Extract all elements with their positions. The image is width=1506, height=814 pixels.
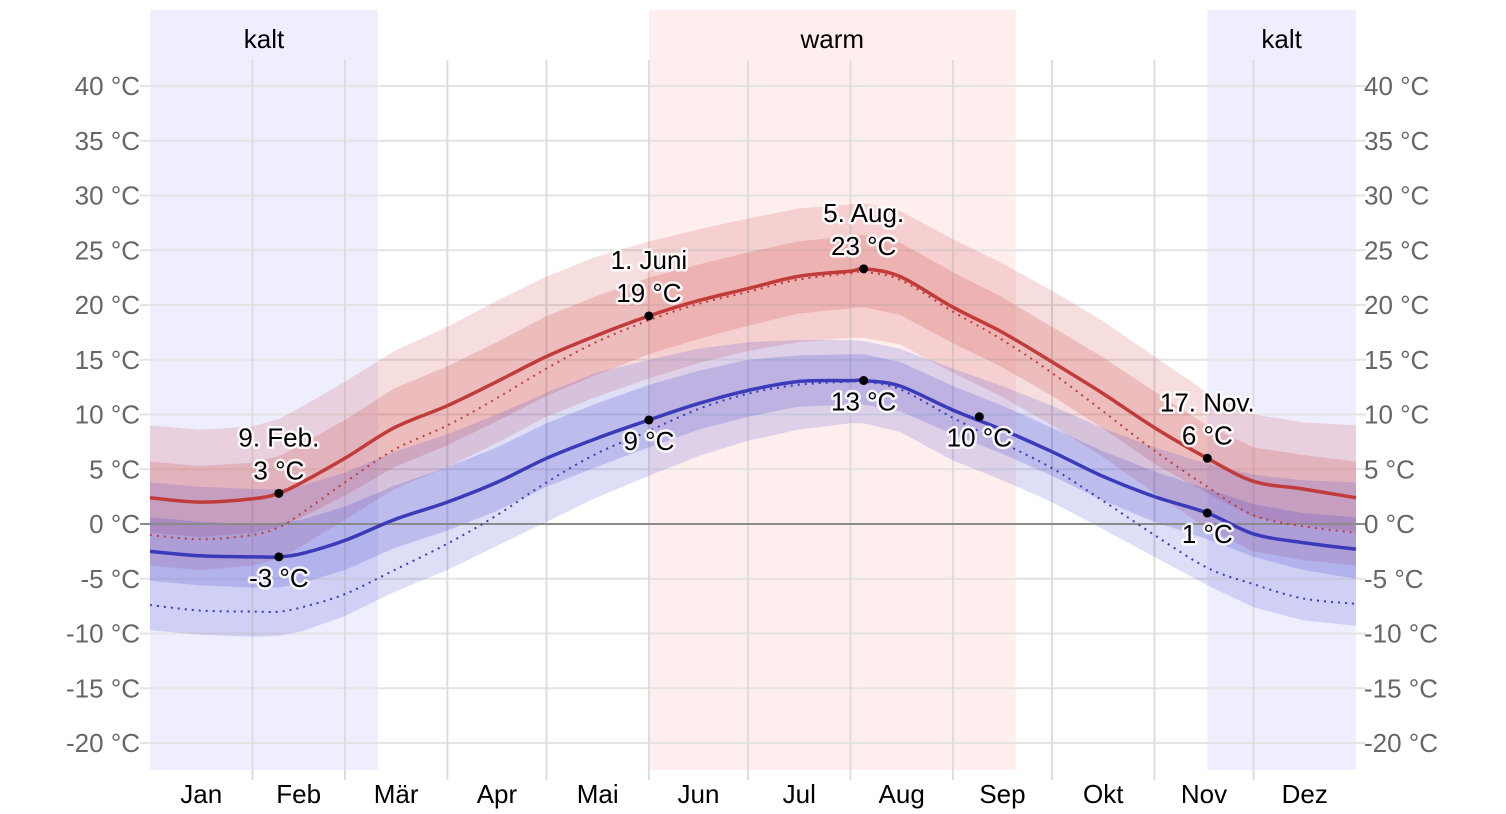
- annotation-label: 1 °C: [1182, 519, 1233, 549]
- y-tick-label-right: 15 °C: [1364, 345, 1429, 375]
- band-high-inner: [150, 234, 1356, 538]
- series-line-mittlere-tagesh-chsttemperatur: [149, 266, 1357, 504]
- x-tick-label-month: Jun: [678, 779, 720, 809]
- temperature-bands: [150, 203, 1356, 637]
- annotation-marker: [274, 488, 284, 498]
- y-tick-label-right: 25 °C: [1364, 235, 1429, 265]
- y-tick-label-left: 40 °C: [75, 71, 140, 101]
- annotation-marker: [644, 311, 654, 321]
- y-tick-label-right: -15 °C: [1364, 673, 1438, 703]
- annotation-label: 10 °C: [947, 423, 1012, 453]
- x-tick-label-month: Feb: [276, 779, 321, 809]
- annotation-marker: [859, 376, 869, 386]
- season-label: kalt: [1261, 24, 1302, 54]
- y-tick-label-left: 10 °C: [75, 400, 140, 430]
- y-tick-label-right: -20 °C: [1364, 728, 1438, 758]
- x-tick-label-month: Apr: [477, 779, 518, 809]
- y-tick-label-right: 35 °C: [1364, 126, 1429, 156]
- x-tick-label-month: Sep: [979, 779, 1025, 809]
- season-band-kalt: [1207, 10, 1356, 770]
- band-low-outer: [150, 340, 1356, 637]
- y-tick-label-right: 5 °C: [1364, 454, 1415, 484]
- annotation-marker: [644, 415, 654, 425]
- season-band-warm: [648, 10, 1016, 770]
- annotation-label: 13 °C: [831, 387, 896, 417]
- y-tick-label-right: -5 °C: [1364, 564, 1424, 594]
- y-axis-left: 40 °C 35 °C 30 °C 25 °C 20 °C 15 °C 10 °C 5 °C 0…: [66, 71, 140, 758]
- x-tick-label-month: Jul: [783, 779, 816, 809]
- annotation-label: -3 °C: [249, 563, 309, 593]
- annotation-label: 9. Feb.: [238, 422, 319, 452]
- x-tick-label-month: Aug: [879, 779, 925, 809]
- temperature-lines: [149, 266, 1357, 613]
- x-tick-label-month: Mär: [374, 779, 419, 809]
- annotation-label: 1. Juni: [611, 245, 688, 275]
- y-tick-label-right: 40 °C: [1364, 71, 1429, 101]
- x-tick-label-month: Okt: [1083, 779, 1124, 809]
- x-tick-label-month: Nov: [1181, 779, 1227, 809]
- y-tick-label-right: 20 °C: [1364, 290, 1429, 320]
- annotation-marker: [859, 264, 869, 274]
- y-axis-right: 40 °C 35 °C 30 °C 25 °C 20 °C 15 °C 10 °C 5 °C 0…: [1364, 71, 1438, 758]
- season-band-kalt: [150, 10, 378, 770]
- y-tick-label-left: 5 °C: [89, 454, 140, 484]
- x-axis: Jan Feb Mär Apr Mai Jun Jul Aug Sep Okt Nov Dez: [180, 779, 1328, 809]
- x-tick-label-month: Jan: [180, 779, 222, 809]
- season-label: warm: [800, 24, 865, 54]
- grid: [140, 60, 1366, 780]
- y-tick-label-left: 35 °C: [75, 126, 140, 156]
- season-bands: kalt warm kalt: [150, 10, 1356, 770]
- series-line-gef-hlte-tagestiefsttemperatur: [149, 379, 1357, 613]
- band-low-inner: [150, 354, 1356, 588]
- y-tick-label-left: 20 °C: [75, 290, 140, 320]
- y-tick-label-left: 15 °C: [75, 345, 140, 375]
- y-tick-label-left: 30 °C: [75, 181, 140, 211]
- y-tick-label-right: 30 °C: [1364, 181, 1429, 211]
- annotation-label: 9 °C: [623, 426, 674, 456]
- annotation-label: 6 °C: [1182, 420, 1233, 450]
- annotation-label: 17. Nov.: [1160, 387, 1255, 417]
- y-tick-label-left: 0 °C: [89, 509, 140, 539]
- annotation-label: 19 °C: [616, 278, 681, 308]
- series-line-gef-hlte-tagesh-chsttemperatur: [149, 270, 1357, 541]
- annotation-label: 23 °C: [831, 231, 896, 261]
- y-tick-label-right: 10 °C: [1364, 400, 1429, 430]
- annotation-marker: [1202, 453, 1212, 463]
- x-tick-label-month: Dez: [1282, 779, 1328, 809]
- series-line-mittlere-tagestiefsttemperatur: [149, 378, 1357, 559]
- annotation-marker: [1202, 508, 1212, 518]
- band-high-outer: [150, 203, 1356, 570]
- y-tick-label-left: -20 °C: [66, 728, 140, 758]
- y-tick-label-right: -10 °C: [1364, 619, 1438, 649]
- y-tick-label-right: 0 °C: [1364, 509, 1415, 539]
- y-tick-label-left: -15 °C: [66, 673, 140, 703]
- y-tick-label-left: -5 °C: [80, 564, 140, 594]
- y-tick-label-left: -10 °C: [66, 619, 140, 649]
- annotation-label: 5. Aug.: [823, 198, 904, 228]
- annotation-marker: [974, 412, 984, 422]
- annotation-label: 3 °C: [253, 455, 304, 485]
- season-label: kalt: [244, 24, 285, 54]
- annotation-marker: [274, 552, 284, 562]
- y-tick-label-left: 25 °C: [75, 235, 140, 265]
- x-tick-label-month: Mai: [577, 779, 619, 809]
